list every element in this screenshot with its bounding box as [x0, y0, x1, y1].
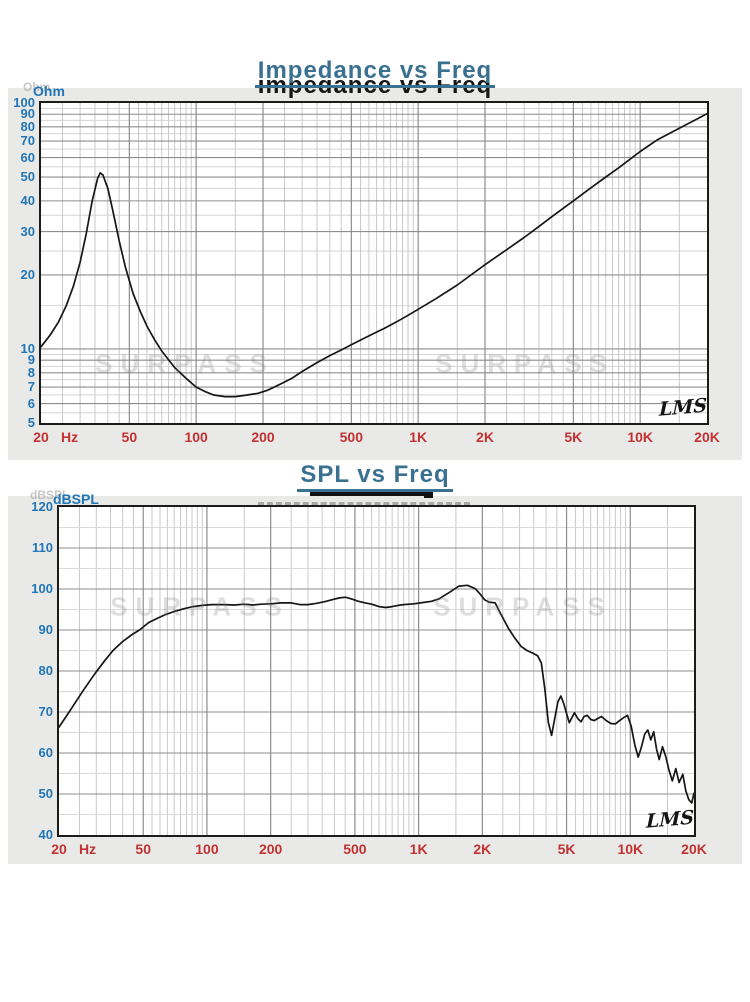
y-tick-label: 80 — [38, 663, 53, 678]
x-tick-label: 5K — [557, 841, 576, 857]
x-tick-label: 200 — [251, 429, 275, 445]
x-tick-label: 1K — [409, 841, 428, 857]
x-tick-label: 1K — [409, 429, 428, 445]
y-tick-label: 60 — [38, 745, 53, 760]
x-tick-label: 2K — [473, 841, 492, 857]
surpass-watermark: SURPASS — [110, 591, 290, 622]
surpass-watermark: SURPASS — [433, 591, 613, 622]
y-tick-label: 40 — [20, 192, 35, 208]
y-tick-label: 50 — [38, 786, 53, 801]
y-tick-label: 7 — [27, 379, 35, 395]
impedance-ghost-title: Impedance vs Freq — [0, 80, 750, 99]
impedance-chart-title: Impedance vs Freq — [0, 57, 750, 88]
spl-curve — [59, 584, 694, 804]
dbspl-axis-label: dBSPL — [53, 491, 99, 507]
y-tick-label: 6 — [27, 395, 35, 411]
lms-signature: LMS — [658, 394, 708, 421]
y-tick-label: 110 — [32, 540, 53, 555]
y-tick-label: 30 — [20, 223, 35, 239]
y-tick-label: 80 — [20, 118, 35, 134]
spl-plot-svg — [59, 507, 694, 835]
spl-plot-area: SURPASS SURPASS LMS — [57, 505, 696, 837]
y-tick-label: 70 — [20, 133, 35, 149]
spl-ghost-underline-end — [424, 489, 433, 498]
spl-chart-title: SPL vs Freq — [0, 461, 750, 492]
y-tick-label: 10 — [20, 340, 35, 356]
x-tick-label: 5K — [564, 429, 583, 445]
impedance-ghost-title-text: Impedance vs Freq — [253, 80, 497, 99]
grid — [41, 103, 707, 423]
y-tick-label: 50 — [20, 169, 35, 185]
x-tick-label: 100 — [184, 429, 208, 445]
x-tick-label: 20 — [33, 429, 49, 445]
x-tick-label: 20K — [681, 841, 707, 857]
impedance-chart-panel: Ohm Ohm SURPASS SURPASS LMS 100 90 80 70 60 5… — [8, 80, 742, 460]
y-tick-label: 100 — [31, 581, 53, 596]
y-tick-label: 40 — [38, 827, 53, 842]
grid — [59, 507, 694, 835]
x-tick-label: 50 — [121, 429, 138, 445]
x-axis-unit-hz: Hz — [79, 841, 97, 857]
impedance-chart-title-text: Impedance vs Freq — [254, 57, 496, 88]
spl-chart-panel: dBSPL dBSPL SURPASS SURPASS LMS 120 110 10… — [8, 488, 742, 864]
x-tick-label: 500 — [339, 429, 363, 445]
impedance-curve — [41, 112, 707, 398]
spl-ghost-underline — [310, 492, 428, 496]
x-tick-label: 10K — [617, 841, 644, 857]
x-tick-label: 2K — [476, 429, 494, 445]
x-tick-label: 100 — [195, 841, 219, 857]
y-tick-label: 70 — [38, 704, 53, 719]
x-tick-label: 20K — [694, 429, 720, 445]
y-tick-label: 60 — [20, 149, 35, 165]
surpass-watermark: SURPASS — [435, 348, 615, 379]
lms-signature: LMS — [645, 806, 695, 833]
dbspl-ghost-label: dBSPL — [30, 488, 70, 502]
y-tick-label: 90 — [38, 622, 53, 637]
y-tick-label: 8 — [27, 364, 35, 380]
y-tick-label: 9 — [27, 352, 35, 368]
y-tick-label: 20 — [20, 266, 35, 282]
x-tick-label: 500 — [343, 841, 367, 857]
impedance-plot-svg — [41, 103, 707, 423]
y-tick-label: 5 — [27, 415, 35, 430]
spl-ghost-text-remnant — [258, 502, 470, 505]
ohm-ghost-label: Ohm — [23, 80, 51, 94]
x-tick-label: 10K — [627, 429, 653, 445]
impedance-plot-area: SURPASS SURPASS LMS — [39, 101, 709, 425]
y-tick-label: 120 — [31, 499, 53, 514]
spl-chart-title-text: SPL vs Freq — [297, 461, 453, 492]
ohm-axis-label: Ohm — [33, 83, 65, 99]
y-tick-label: 100 — [13, 95, 35, 110]
x-tick-label: 200 — [258, 841, 283, 857]
x-tick-label: 50 — [135, 841, 151, 857]
y-tick-label: 90 — [20, 106, 35, 122]
x-axis-unit-hz: Hz — [61, 429, 79, 445]
surpass-watermark: SURPASS — [95, 348, 275, 379]
x-tick-label: 20 — [51, 841, 67, 857]
